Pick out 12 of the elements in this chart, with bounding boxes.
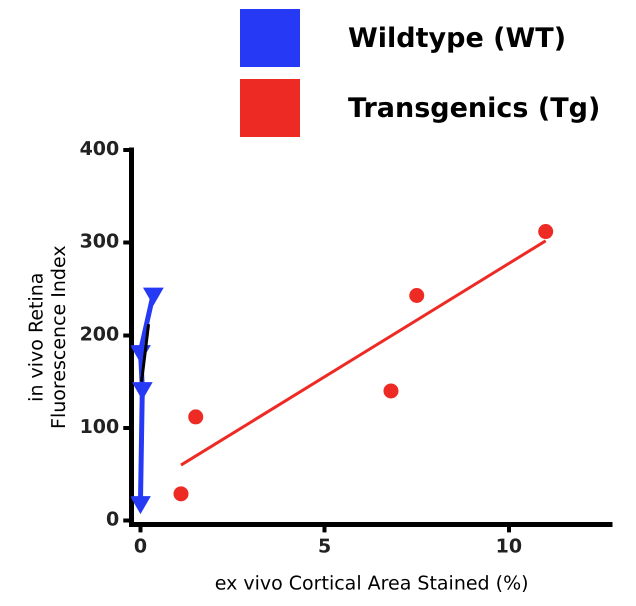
x-tick-label: 0 (134, 536, 148, 558)
y-tick-label: 200 (80, 323, 120, 346)
y-tick-label: 100 (80, 416, 120, 438)
y-axis-title: in vivo Retina Fluorescence Index (25, 245, 70, 429)
x-tick-label: 5 (318, 536, 332, 558)
y-tick-label: 300 (80, 230, 120, 253)
y-tick-label: 0 (106, 508, 120, 531)
x-tick-label: 10 (496, 536, 522, 558)
legend-label: Transgenics (Tg) (348, 92, 600, 124)
legend-label: Wildtype (WT) (348, 22, 566, 54)
y-tick-label: 400 (80, 138, 120, 160)
x-axis-title: ex vivo Cortical Area Stained (%) (214, 572, 529, 595)
